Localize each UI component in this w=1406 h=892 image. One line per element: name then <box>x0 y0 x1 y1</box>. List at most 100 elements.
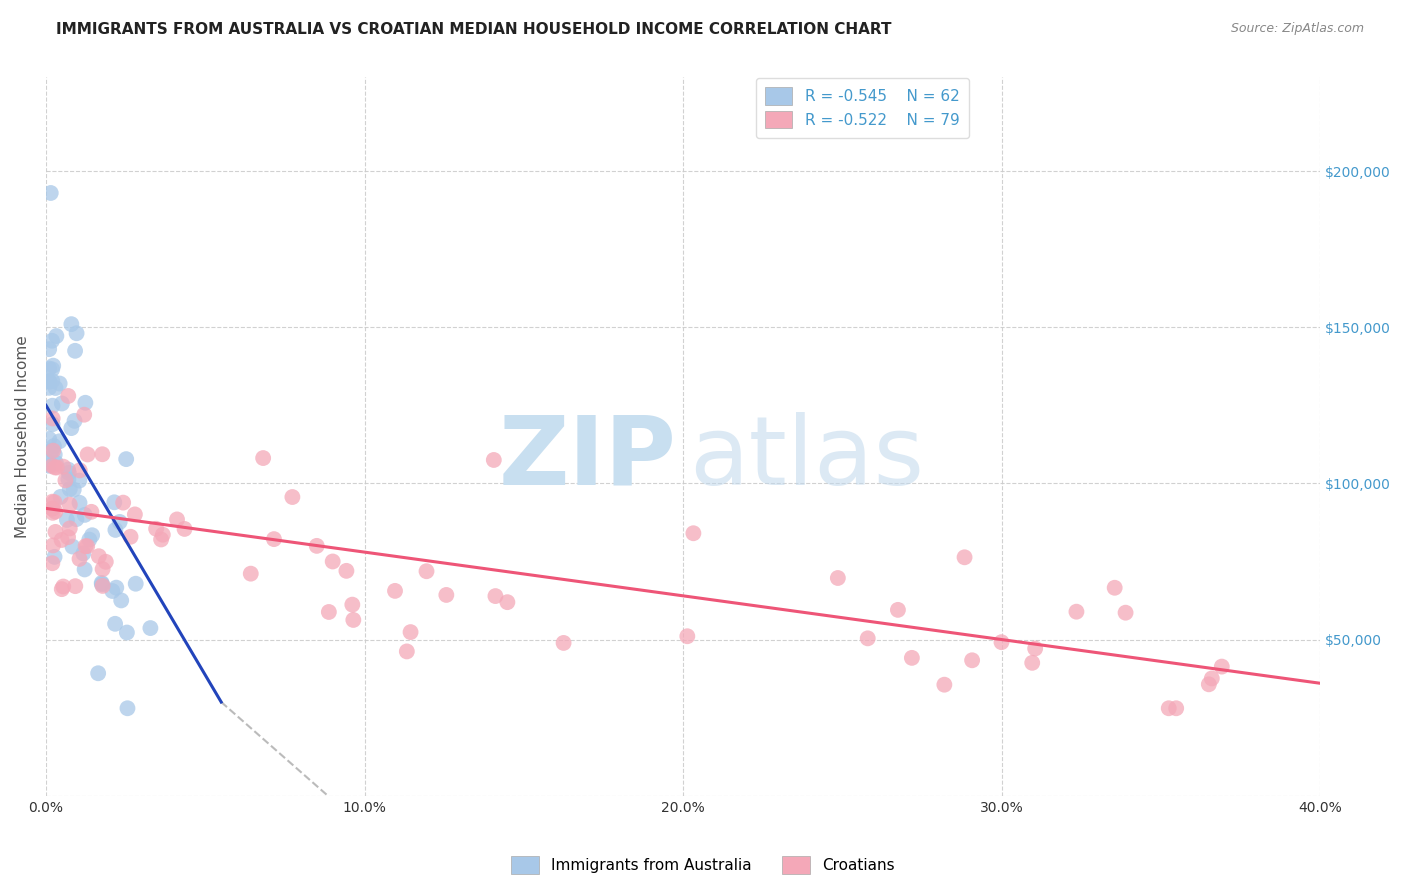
Point <box>41 494 63 508</box>
Point <box>52 580 75 594</box>
Point <box>63 343 86 358</box>
Point <box>1201 672 1223 686</box>
Point <box>482 453 505 467</box>
Point <box>676 629 699 643</box>
Point <box>42 439 65 453</box>
Point <box>953 550 976 565</box>
Point <box>1066 605 1088 619</box>
Point <box>42 359 65 373</box>
Point <box>62 483 84 497</box>
Point <box>110 593 132 607</box>
Text: Source: ZipAtlas.com: Source: ZipAtlas.com <box>1230 22 1364 36</box>
Point <box>69 463 91 477</box>
Point <box>90 576 112 591</box>
Point <box>60 317 83 331</box>
Point <box>104 616 127 631</box>
Point <box>105 581 128 595</box>
Point <box>41 458 63 473</box>
Point <box>73 408 96 422</box>
Point <box>682 526 704 541</box>
Point <box>91 562 114 576</box>
Point <box>67 474 90 488</box>
Point <box>101 584 124 599</box>
Point <box>60 421 83 435</box>
Point <box>108 515 131 529</box>
Point <box>58 466 80 480</box>
Point <box>117 701 139 715</box>
Point <box>41 501 63 516</box>
Point <box>1021 656 1043 670</box>
Point <box>45 329 67 343</box>
Point <box>1157 701 1180 715</box>
Point <box>56 462 79 476</box>
Point <box>69 552 91 566</box>
Point <box>62 540 84 554</box>
Point <box>990 635 1012 649</box>
Point <box>65 326 87 341</box>
Point <box>51 533 73 547</box>
Point <box>115 452 138 467</box>
Point <box>827 571 849 585</box>
Point <box>82 528 104 542</box>
Point <box>79 533 101 547</box>
Point <box>41 362 63 376</box>
Point <box>48 376 70 391</box>
Point <box>1024 641 1046 656</box>
Point <box>73 508 96 522</box>
Point <box>87 549 110 564</box>
Point <box>45 456 67 470</box>
Point <box>41 417 63 432</box>
Point <box>44 495 66 509</box>
Point <box>41 334 63 348</box>
Point <box>38 381 60 395</box>
Point <box>173 522 195 536</box>
Point <box>103 495 125 509</box>
Point <box>322 554 344 568</box>
Point <box>59 521 82 535</box>
Point <box>342 598 364 612</box>
Point <box>124 508 146 522</box>
Point <box>72 546 94 560</box>
Point <box>48 434 70 449</box>
Point <box>139 621 162 635</box>
Point <box>38 432 60 446</box>
Point <box>52 459 75 474</box>
Point <box>252 451 274 466</box>
Point <box>63 414 86 428</box>
Point <box>318 605 340 619</box>
Point <box>51 582 73 596</box>
Point <box>59 498 82 512</box>
Point <box>41 399 63 413</box>
Point <box>38 375 60 389</box>
Point <box>263 532 285 546</box>
Point <box>484 589 506 603</box>
Point <box>41 374 63 388</box>
Point <box>75 539 97 553</box>
Point <box>41 501 63 516</box>
Point <box>75 396 97 410</box>
Text: IMMIGRANTS FROM AUSTRALIA VS CROATIAN MEDIAN HOUSEHOLD INCOME CORRELATION CHART: IMMIGRANTS FROM AUSTRALIA VS CROATIAN ME… <box>56 22 891 37</box>
Point <box>415 564 437 578</box>
Point <box>42 443 65 458</box>
Point <box>69 496 91 510</box>
Point <box>120 530 142 544</box>
Point <box>44 549 66 564</box>
Point <box>281 490 304 504</box>
Point <box>166 512 188 526</box>
Point <box>45 460 67 475</box>
Point <box>55 473 77 487</box>
Point <box>58 389 80 403</box>
Point <box>960 653 983 667</box>
Point <box>1211 659 1233 673</box>
Point <box>51 396 73 410</box>
Point <box>42 538 65 552</box>
Point <box>56 513 79 527</box>
Point <box>856 632 879 646</box>
Y-axis label: Median Household Income: Median Household Income <box>15 335 30 538</box>
Point <box>38 455 60 469</box>
Point <box>399 625 422 640</box>
Point <box>1115 606 1137 620</box>
Point <box>91 579 114 593</box>
Point <box>395 644 418 658</box>
Point <box>44 460 66 475</box>
